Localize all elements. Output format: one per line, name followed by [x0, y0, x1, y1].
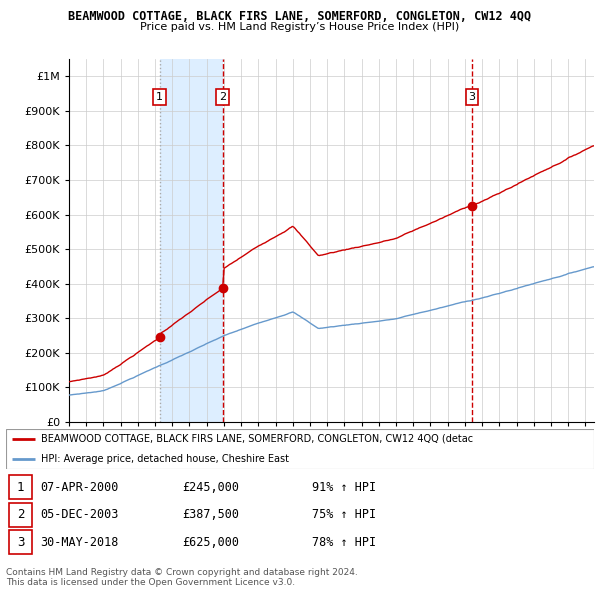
Text: HPI: Average price, detached house, Cheshire East: HPI: Average price, detached house, Ches…	[41, 454, 289, 464]
FancyBboxPatch shape	[9, 503, 32, 527]
Text: 2: 2	[17, 508, 25, 522]
Text: 91% ↑ HPI: 91% ↑ HPI	[312, 481, 376, 494]
Text: BEAMWOOD COTTAGE, BLACK FIRS LANE, SOMERFORD, CONGLETON, CW12 4QQ (detac: BEAMWOOD COTTAGE, BLACK FIRS LANE, SOMER…	[41, 434, 473, 444]
FancyBboxPatch shape	[9, 530, 32, 554]
Text: £245,000: £245,000	[182, 481, 239, 494]
Text: 78% ↑ HPI: 78% ↑ HPI	[312, 536, 376, 549]
FancyBboxPatch shape	[9, 476, 32, 499]
Text: Contains HM Land Registry data © Crown copyright and database right 2024.
This d: Contains HM Land Registry data © Crown c…	[6, 568, 358, 587]
Text: 30-MAY-2018: 30-MAY-2018	[40, 536, 118, 549]
Text: 1: 1	[156, 92, 163, 102]
Text: £625,000: £625,000	[182, 536, 239, 549]
Text: 07-APR-2000: 07-APR-2000	[40, 481, 118, 494]
Text: 3: 3	[17, 536, 25, 549]
Text: 75% ↑ HPI: 75% ↑ HPI	[312, 508, 376, 522]
Text: 3: 3	[469, 92, 475, 102]
Text: 2: 2	[219, 92, 226, 102]
Text: 05-DEC-2003: 05-DEC-2003	[40, 508, 118, 522]
Text: Price paid vs. HM Land Registry’s House Price Index (HPI): Price paid vs. HM Land Registry’s House …	[140, 22, 460, 32]
Text: £387,500: £387,500	[182, 508, 239, 522]
Text: BEAMWOOD COTTAGE, BLACK FIRS LANE, SOMERFORD, CONGLETON, CW12 4QQ: BEAMWOOD COTTAGE, BLACK FIRS LANE, SOMER…	[68, 10, 532, 23]
Text: 1: 1	[17, 481, 25, 494]
Bar	[160, 59, 223, 422]
